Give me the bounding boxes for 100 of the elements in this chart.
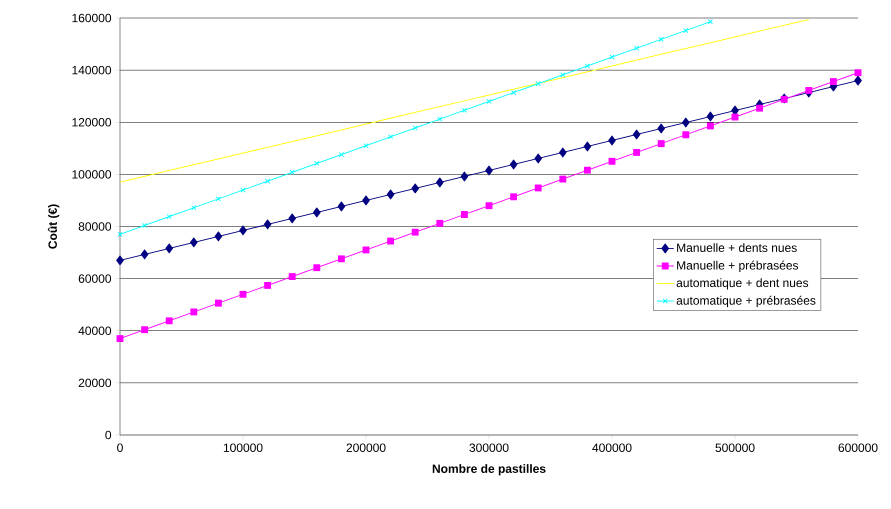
point bbox=[460, 211, 468, 218]
y-tick-label: 80000 bbox=[78, 222, 112, 231]
point bbox=[584, 63, 590, 69]
point bbox=[608, 158, 616, 165]
point bbox=[558, 148, 567, 158]
y-tick-label: 160000 bbox=[72, 14, 112, 22]
legend-label: Manuelle + prébrasées bbox=[677, 260, 798, 272]
point bbox=[412, 125, 418, 131]
point bbox=[609, 54, 615, 60]
x-tick-label: 600000 bbox=[838, 443, 878, 452]
point bbox=[116, 255, 124, 266]
point bbox=[634, 46, 640, 51]
point bbox=[190, 308, 198, 316]
point bbox=[608, 136, 616, 146]
x-tick-label: 100000 bbox=[224, 443, 263, 452]
point bbox=[854, 76, 862, 86]
point bbox=[362, 195, 370, 206]
point bbox=[214, 300, 222, 307]
point bbox=[141, 326, 148, 334]
point bbox=[534, 154, 542, 164]
point bbox=[239, 225, 247, 236]
point bbox=[166, 317, 173, 324]
point bbox=[805, 87, 812, 94]
y-tick-label: 60000 bbox=[78, 274, 112, 283]
x-tick-label: 0 bbox=[117, 443, 123, 452]
point bbox=[240, 187, 246, 193]
point bbox=[486, 202, 492, 210]
point bbox=[682, 131, 690, 138]
point bbox=[312, 207, 321, 218]
point bbox=[830, 78, 837, 86]
point bbox=[388, 134, 394, 140]
point bbox=[216, 196, 221, 202]
line-series bbox=[120, 19, 810, 183]
point bbox=[708, 19, 713, 24]
y-tick-label: 120000 bbox=[72, 118, 112, 127]
legend-label: automatique + prébrasées bbox=[676, 296, 816, 308]
point bbox=[584, 166, 591, 174]
point bbox=[756, 104, 764, 112]
y-tick-label: 140000 bbox=[72, 66, 112, 74]
point bbox=[412, 228, 419, 236]
point bbox=[437, 116, 442, 122]
point bbox=[191, 205, 196, 210]
point bbox=[511, 90, 516, 96]
point bbox=[190, 237, 198, 248]
point bbox=[338, 201, 346, 212]
point bbox=[436, 178, 444, 188]
point bbox=[264, 219, 272, 230]
y-axis-title: Coût (€) bbox=[48, 204, 60, 249]
x-tick-label: 500000 bbox=[715, 443, 755, 452]
point bbox=[165, 243, 174, 254]
point bbox=[116, 335, 124, 342]
point bbox=[362, 246, 370, 254]
point bbox=[560, 72, 566, 78]
legend-label: automatique + dent nues bbox=[676, 278, 808, 290]
point bbox=[462, 108, 467, 113]
y-tick-label: 0 bbox=[105, 430, 112, 440]
point bbox=[288, 273, 296, 280]
point bbox=[536, 81, 541, 86]
x-tick-label: 300000 bbox=[469, 443, 509, 452]
point bbox=[854, 69, 862, 76]
point bbox=[633, 149, 640, 156]
point bbox=[534, 184, 542, 192]
point bbox=[386, 189, 394, 200]
point bbox=[731, 106, 739, 116]
point bbox=[706, 122, 714, 130]
point bbox=[117, 232, 123, 237]
point bbox=[658, 36, 664, 42]
point bbox=[559, 176, 566, 183]
point bbox=[140, 249, 148, 260]
point bbox=[314, 160, 320, 166]
point bbox=[288, 213, 296, 224]
y-tick-label: 100000 bbox=[72, 170, 112, 179]
point bbox=[214, 231, 222, 242]
point bbox=[290, 170, 295, 175]
point bbox=[510, 160, 518, 170]
point bbox=[683, 28, 688, 34]
point bbox=[166, 214, 172, 220]
point bbox=[265, 178, 270, 184]
point bbox=[142, 222, 148, 228]
point bbox=[510, 193, 518, 200]
point bbox=[460, 172, 468, 182]
point bbox=[632, 130, 640, 140]
point bbox=[436, 220, 444, 227]
point bbox=[584, 142, 592, 152]
point bbox=[313, 264, 320, 272]
point bbox=[657, 124, 666, 134]
point bbox=[486, 98, 492, 104]
legend-label: Manuelle + dents nues bbox=[677, 243, 797, 252]
y-tick-label: 40000 bbox=[78, 326, 112, 336]
point bbox=[363, 143, 369, 148]
x-tick-label: 400000 bbox=[592, 443, 632, 452]
y-tick-label: 20000 bbox=[78, 378, 112, 388]
point bbox=[387, 238, 394, 245]
point bbox=[264, 282, 272, 289]
x-axis-title: Nombre de pastilles bbox=[432, 464, 546, 476]
x-tick-label: 200000 bbox=[346, 443, 386, 452]
point bbox=[658, 140, 665, 148]
point bbox=[338, 152, 344, 158]
point bbox=[240, 290, 246, 298]
point bbox=[338, 255, 345, 262]
